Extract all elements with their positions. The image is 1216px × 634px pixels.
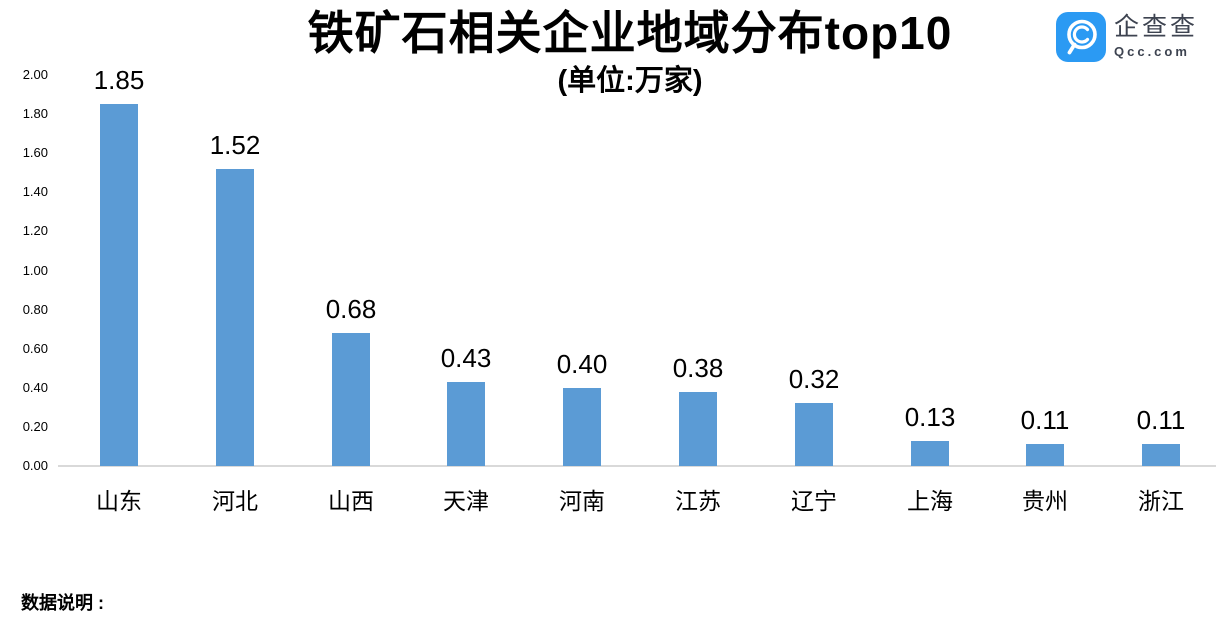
x-axis-label: 贵州: [1022, 488, 1068, 514]
y-axis-tick-label: 0.00: [22, 458, 48, 473]
y-axis-tick-label: 0.80: [22, 302, 48, 317]
y-axis-tick-label: 1.40: [22, 184, 48, 199]
bar-value-label: 0.11: [1020, 405, 1070, 435]
bar-山东: [100, 104, 138, 466]
bar-value-label: 0.40: [556, 349, 608, 379]
data-notes: 数据说明 : 1、仅统计关键词为“铁矿石”的在业/存续的企业 2、统计时间 20…: [21, 531, 396, 634]
x-axis-label: 天津: [443, 488, 489, 514]
bar-value-label: 0.11: [1136, 405, 1186, 435]
bar-山西: [332, 333, 370, 466]
bar-value-label: 0.38: [672, 353, 724, 383]
qcc-logo-text: 企查查 Qcc.com: [1114, 12, 1198, 60]
bar-value-label: 1.85: [93, 65, 145, 95]
chart-subtitle: (单位:万家): [557, 65, 703, 97]
y-axis-tick-label: 0.60: [22, 341, 48, 356]
qcc-logo: 企查查 Qcc.com: [1056, 12, 1198, 62]
x-axis-line: [58, 465, 1216, 467]
x-axis-label: 山东: [96, 488, 142, 514]
bar-value-label: 1.52: [209, 130, 261, 160]
bar-天津: [447, 382, 485, 466]
bar-河南: [563, 388, 601, 466]
x-axis-label: 江苏: [675, 488, 721, 514]
bar-value-label: 0.32: [788, 364, 840, 394]
y-axis-tick-label: 1.20: [22, 223, 48, 238]
y-axis-tick-label: 0.20: [22, 419, 48, 434]
bar-河北: [216, 169, 254, 466]
x-axis-label: 山西: [328, 488, 374, 514]
logo-domain-text: Qcc.com: [1114, 44, 1190, 59]
bar-value-label: 0.68: [325, 294, 377, 324]
bar-上海: [911, 441, 949, 466]
x-axis-label: 河北: [212, 488, 258, 514]
bar-value-label: 0.43: [440, 343, 492, 373]
y-axis-tick-label: 0.40: [22, 380, 48, 395]
x-axis-label: 浙江: [1138, 488, 1184, 514]
bar-浙江: [1142, 444, 1180, 466]
qcc-magnifier-icon: [1056, 12, 1106, 62]
notes-heading: 数据说明 :: [21, 593, 104, 613]
chart-title: 铁矿石相关企业地域分布top10: [307, 7, 953, 59]
bar-value-label: 0.13: [904, 402, 956, 432]
y-axis-tick-label: 2.00: [22, 67, 48, 82]
x-axis-label: 河南: [559, 488, 605, 514]
x-axis-label: 辽宁: [791, 488, 837, 514]
bar-贵州: [1026, 444, 1064, 466]
logo-brand-text: 企查查: [1114, 13, 1199, 41]
x-axis-label: 上海: [907, 488, 953, 514]
y-axis-tick-label: 1.00: [22, 263, 48, 278]
y-axis-tick-label: 1.60: [22, 145, 48, 160]
y-axis-tick-label: 1.80: [22, 106, 48, 121]
bar-辽宁: [795, 403, 833, 466]
bar-江苏: [679, 392, 717, 466]
